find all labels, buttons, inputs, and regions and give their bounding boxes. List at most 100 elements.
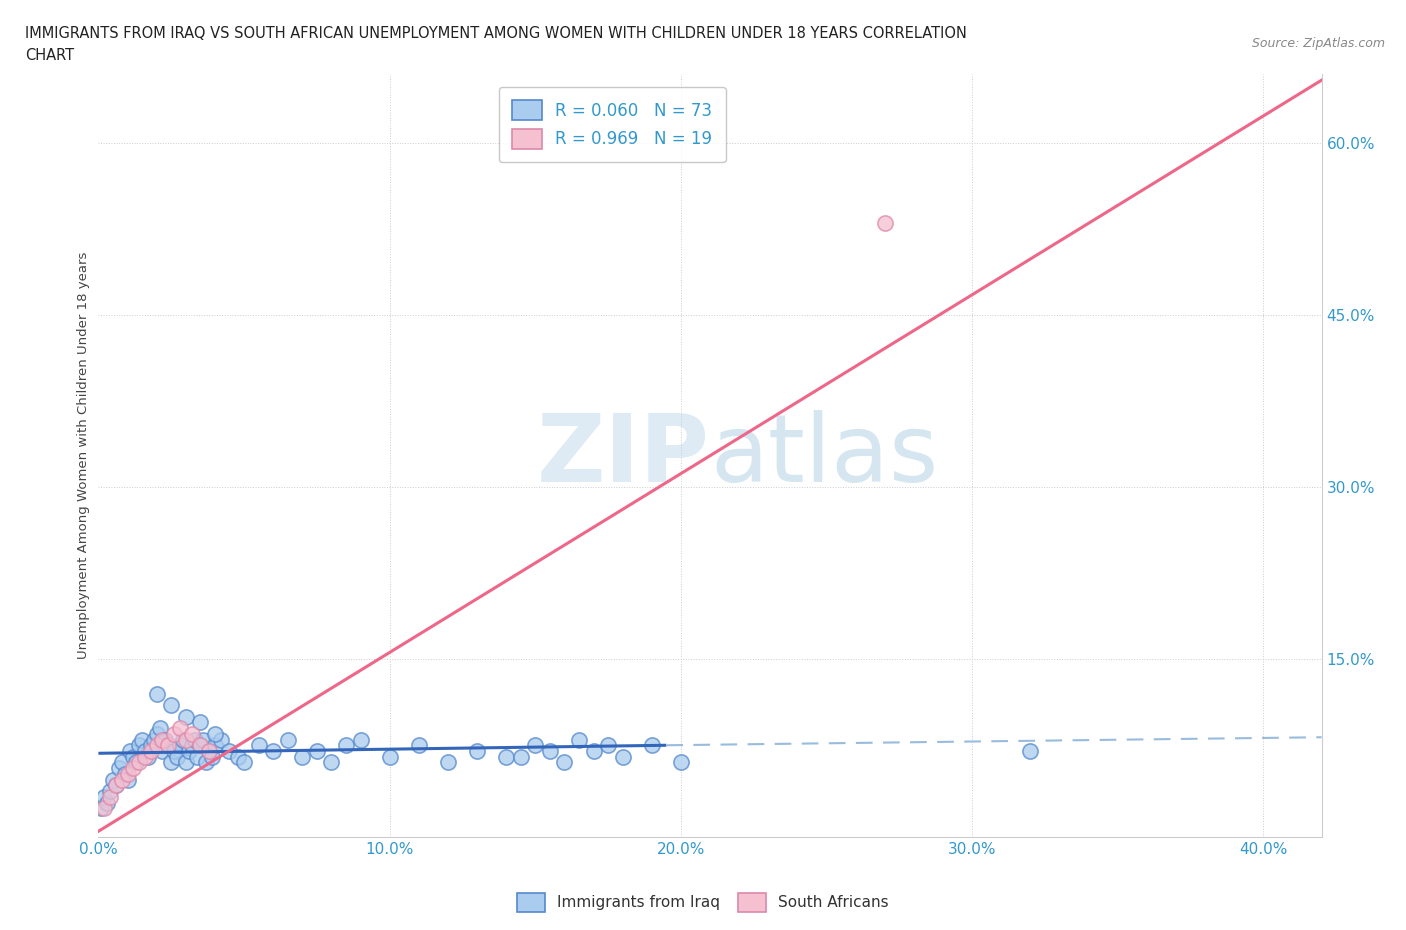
Point [553, 755, 575, 770]
Point [262, 744, 284, 759]
Point [198, 744, 221, 759]
Point [155, 732, 177, 747]
Point [193, 732, 215, 747]
Point [134, 750, 156, 764]
Point [177, 744, 200, 759]
Point [160, 698, 183, 712]
Point [98, 784, 121, 799]
Point [111, 755, 134, 770]
Point [180, 726, 202, 741]
Point [641, 737, 664, 752]
Point [321, 755, 343, 770]
Point [174, 710, 197, 724]
Y-axis label: Unemployment Among Women with Children Under 18 years: Unemployment Among Women with Children U… [77, 252, 90, 659]
Point [125, 755, 148, 770]
Point [335, 737, 357, 752]
Point [128, 755, 150, 770]
Point [198, 744, 221, 759]
Text: Source: ZipAtlas.com: Source: ZipAtlas.com [1251, 37, 1385, 50]
Point [157, 737, 180, 752]
Point [93, 790, 115, 804]
Point [596, 737, 619, 752]
Point [495, 750, 517, 764]
Point [218, 744, 240, 759]
Point [188, 715, 212, 730]
Point [612, 750, 634, 764]
Point [128, 737, 150, 752]
Legend: Immigrants from Iraq, South Africans: Immigrants from Iraq, South Africans [512, 887, 894, 918]
Point [145, 737, 167, 752]
Point [201, 750, 224, 764]
Point [174, 755, 197, 770]
Point [174, 732, 197, 747]
Point [152, 732, 174, 747]
Point [669, 755, 692, 770]
Point [209, 732, 232, 747]
Point [169, 737, 191, 752]
Point [139, 737, 162, 752]
Point [104, 778, 127, 793]
Point [204, 726, 226, 741]
Point [145, 726, 167, 741]
Point [90, 801, 112, 816]
Point [291, 750, 314, 764]
Point [111, 772, 134, 787]
Point [134, 744, 156, 759]
Point [524, 737, 547, 752]
Point [166, 750, 188, 764]
Point [180, 737, 202, 752]
Text: atlas: atlas [710, 410, 938, 501]
Point [538, 744, 561, 759]
Point [188, 737, 212, 752]
Point [122, 761, 145, 776]
Point [160, 755, 183, 770]
Point [568, 732, 591, 747]
Point [1019, 744, 1042, 759]
Legend: R = 0.060   N = 73, R = 0.969   N = 19: R = 0.060 N = 73, R = 0.969 N = 19 [499, 86, 725, 162]
Text: ZIP: ZIP [537, 410, 710, 501]
Point [104, 778, 127, 793]
Point [226, 750, 249, 764]
Point [509, 750, 531, 764]
Point [437, 755, 460, 770]
Text: IMMIGRANTS FROM IRAQ VS SOUTH AFRICAN UNEMPLOYMENT AMONG WOMEN WITH CHILDREN UND: IMMIGRANTS FROM IRAQ VS SOUTH AFRICAN UN… [25, 26, 967, 41]
Point [169, 721, 191, 736]
Point [582, 744, 605, 759]
Point [183, 732, 205, 747]
Point [157, 737, 180, 752]
Point [349, 732, 371, 747]
Point [98, 790, 121, 804]
Point [114, 766, 136, 781]
Point [195, 755, 218, 770]
Point [96, 795, 118, 810]
Point [131, 732, 153, 747]
Point [465, 744, 488, 759]
Point [233, 755, 256, 770]
Point [305, 744, 328, 759]
Point [120, 744, 142, 759]
Point [408, 737, 430, 752]
Text: CHART: CHART [25, 48, 75, 63]
Point [204, 737, 226, 752]
Point [152, 744, 174, 759]
Point [108, 761, 131, 776]
Point [139, 744, 162, 759]
Point [172, 732, 194, 747]
Point [101, 772, 124, 787]
Point [145, 686, 167, 701]
Point [163, 744, 186, 759]
Point [188, 737, 212, 752]
Point [186, 750, 208, 764]
Point [873, 216, 896, 231]
Point [136, 750, 159, 764]
Point [378, 750, 401, 764]
Point [142, 732, 165, 747]
Point [247, 737, 270, 752]
Point [117, 766, 139, 781]
Point [163, 726, 186, 741]
Point [117, 772, 139, 787]
Point [122, 750, 145, 764]
Point [277, 732, 299, 747]
Point [149, 721, 172, 736]
Point [93, 801, 115, 816]
